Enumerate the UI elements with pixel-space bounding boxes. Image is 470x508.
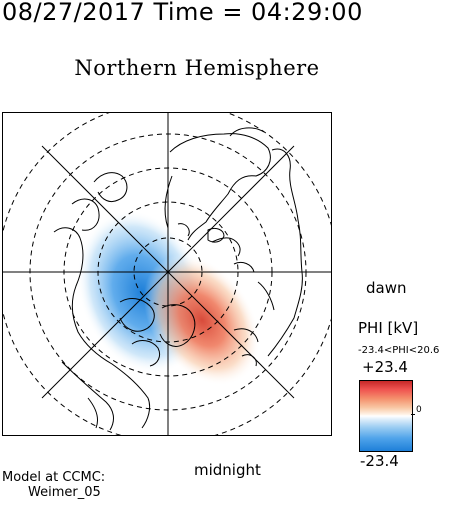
map-frame [2,112,332,436]
colorbar-zero-label: 0 [416,405,422,415]
coastline [159,304,196,347]
coastline [61,361,114,431]
colorbar-max-label: +23.4 [362,358,408,376]
colorbar [359,380,413,452]
colorbar-min-label: -23.4 [360,452,399,470]
midnight-label: midnight [194,461,261,479]
polar-potential-map [2,112,332,436]
coastline [233,328,259,367]
colorbar-range-text: -23.4<PHI<20.6 [358,345,440,356]
model-name: Weimer_05 [28,485,101,500]
coastline [71,172,128,231]
dawn-label: dawn [366,279,407,297]
timestamp-title: 08/27/2017 Time = 04:29:00 [2,0,363,26]
model-credit: Model at CCMC: [2,470,106,485]
coastline [207,227,225,243]
coastline [164,175,190,237]
hemisphere-title: Northern Hemisphere [74,56,320,80]
colorbar-quantity-label: PHI [kV] [358,319,419,337]
coastline [119,298,161,367]
colorbar-zero-tick [411,414,415,415]
positive-potential-cell [143,254,261,386]
coastline [211,237,275,311]
meridian-line [41,145,295,399]
coastline [169,133,271,241]
coastline [53,227,151,429]
coastline [229,127,303,357]
